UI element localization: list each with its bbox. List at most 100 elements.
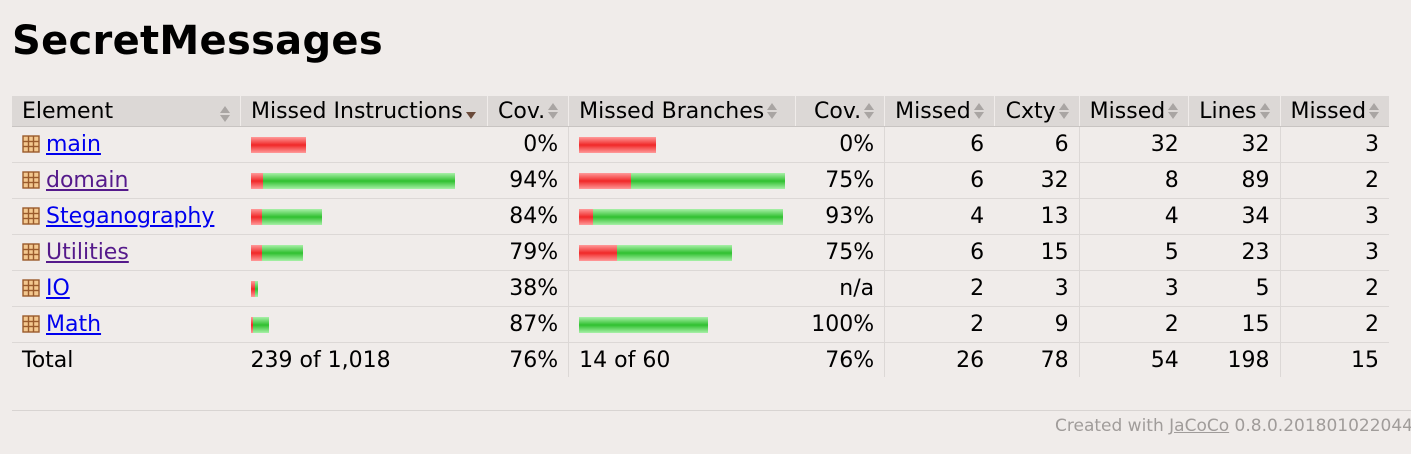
branches-coverage-cell: 100% bbox=[795, 306, 885, 343]
instructions-coverage-bar bbox=[250, 244, 482, 262]
lines-cell: 34 bbox=[1188, 198, 1281, 235]
total-complexity: 78 bbox=[1040, 347, 1069, 373]
missed-complexity-cell: 4 bbox=[884, 198, 995, 235]
instructions-missed-bar bbox=[250, 244, 262, 261]
missed-branches-cell bbox=[568, 126, 796, 163]
column-header-instructions-coverage[interactable]: Cov. bbox=[486, 96, 569, 127]
instructions-coverage-bar bbox=[250, 316, 482, 334]
missed-instructions-cell bbox=[240, 270, 488, 307]
coverage-table: Element Missed Instructions Cov. Missed … bbox=[12, 96, 1390, 377]
branches-missed-bar bbox=[579, 172, 632, 189]
missed-lines-cell: 2 bbox=[1078, 306, 1189, 343]
branches-coverage-cell: 75% bbox=[795, 234, 885, 271]
missed-instructions-cell bbox=[240, 234, 488, 271]
missed-methods-cell: 3 bbox=[1279, 126, 1390, 163]
branches-missed-bar bbox=[579, 208, 594, 225]
missed-lines-cell: 4 bbox=[1078, 198, 1189, 235]
instructions-coverage-bar bbox=[250, 172, 482, 190]
total-missed-methods: 15 bbox=[1279, 342, 1390, 377]
table-row: domain 94% 75% 6 32 8 89 2 bbox=[12, 162, 1390, 199]
column-header-complexity[interactable]: Cxty bbox=[993, 96, 1080, 127]
missed-lines-cell: 3 bbox=[1078, 270, 1189, 307]
package-link[interactable]: Utilities bbox=[46, 240, 129, 265]
complexity-cell: 9 bbox=[994, 306, 1080, 343]
missed-methods-cell: 3 bbox=[1279, 234, 1390, 271]
column-header-missed-methods[interactable]: Missed bbox=[1279, 96, 1390, 127]
lines-cell: 5 bbox=[1188, 270, 1281, 307]
sort-descending-icon bbox=[465, 102, 476, 120]
element-cell: IO bbox=[12, 270, 241, 307]
instructions-covered-bar bbox=[262, 172, 455, 189]
missed-branches-cell bbox=[568, 162, 796, 199]
branches-missed-bar bbox=[579, 136, 657, 153]
instructions-coverage-cell: 38% bbox=[487, 270, 569, 307]
instructions-coverage-bar bbox=[250, 280, 482, 298]
branches-coverage-cell: 93% bbox=[795, 198, 885, 235]
instructions-coverage-bar bbox=[250, 208, 482, 226]
column-header-missed-branches[interactable]: Missed Branches bbox=[568, 96, 796, 127]
column-header-lines[interactable]: Lines bbox=[1188, 96, 1281, 127]
branches-covered-bar bbox=[593, 208, 784, 225]
lines-cell: 15 bbox=[1188, 306, 1281, 343]
sort-icon bbox=[1369, 102, 1380, 120]
missed-complexity-cell: 2 bbox=[884, 270, 995, 307]
instructions-missed-bar bbox=[250, 280, 255, 297]
column-header-missed-lines[interactable]: Missed bbox=[1078, 96, 1189, 127]
branches-coverage-cell: n/a bbox=[795, 270, 885, 307]
missed-complexity-cell: 6 bbox=[884, 126, 995, 163]
missed-instructions-cell bbox=[240, 306, 488, 343]
missed-lines-cell: 8 bbox=[1078, 162, 1189, 199]
jacoco-link[interactable]: JaCoCo bbox=[1169, 416, 1230, 436]
lines-cell: 89 bbox=[1188, 162, 1281, 199]
element-cell: Math bbox=[12, 306, 241, 343]
package-link[interactable]: domain bbox=[46, 168, 129, 193]
package-link[interactable]: Math bbox=[46, 312, 102, 337]
branches-coverage-bar bbox=[579, 316, 790, 334]
branches-coverage-bar bbox=[579, 244, 790, 262]
missed-methods-cell: 2 bbox=[1279, 162, 1390, 199]
missed-lines-cell: 32 bbox=[1078, 126, 1189, 163]
total-missed-lines: 54 bbox=[1078, 342, 1189, 377]
instructions-coverage-cell: 87% bbox=[487, 306, 569, 343]
package-icon bbox=[22, 278, 40, 297]
package-link[interactable]: main bbox=[46, 132, 101, 157]
column-header-missed-instructions[interactable]: Missed Instructions bbox=[240, 96, 488, 127]
branches-coverage-cell: 0% bbox=[795, 126, 885, 163]
sort-icon bbox=[767, 102, 778, 120]
package-link[interactable]: Steganography bbox=[46, 204, 215, 229]
total-label: Total bbox=[22, 347, 74, 373]
missed-branches-cell bbox=[568, 270, 796, 307]
branches-covered-bar bbox=[631, 172, 786, 189]
instructions-missed-bar bbox=[250, 172, 263, 189]
column-header-branches-coverage[interactable]: Cov. bbox=[795, 96, 885, 127]
complexity-cell: 32 bbox=[994, 162, 1080, 199]
missed-methods-cell: 3 bbox=[1279, 198, 1390, 235]
package-icon bbox=[22, 206, 40, 225]
instructions-covered-bar bbox=[254, 280, 258, 297]
branches-covered-bar bbox=[617, 244, 733, 261]
sort-icon bbox=[864, 102, 875, 120]
missed-branches-cell bbox=[568, 234, 796, 271]
table-row: main 0% 0% 6 6 32 32 3 bbox=[12, 126, 1390, 163]
element-cell: main bbox=[12, 126, 241, 163]
table-row: IO 38% n/a 2 3 3 5 2 bbox=[12, 270, 1390, 307]
complexity-cell: 13 bbox=[994, 198, 1080, 235]
instructions-covered-bar bbox=[261, 244, 303, 261]
package-icon bbox=[22, 170, 40, 189]
column-header-element[interactable]: Element bbox=[12, 96, 241, 127]
total-lines: 198 bbox=[1227, 347, 1270, 373]
package-icon bbox=[22, 314, 40, 333]
missed-branches-cell bbox=[568, 198, 796, 235]
package-icon bbox=[22, 242, 40, 261]
package-link[interactable]: IO bbox=[46, 276, 70, 301]
missed-lines-cell: 5 bbox=[1078, 234, 1189, 271]
sort-icon bbox=[220, 105, 230, 123]
total-instructions-coverage: 76% bbox=[509, 347, 559, 373]
missed-instructions-cell bbox=[240, 198, 488, 235]
total-row: Total 239 of 1,018 76% 14 of 60 76% 26 7… bbox=[12, 342, 1390, 377]
complexity-cell: 6 bbox=[994, 126, 1080, 163]
column-header-missed-complexity[interactable]: Missed bbox=[884, 96, 995, 127]
instructions-coverage-cell: 79% bbox=[487, 234, 569, 271]
footer: Created with JaCoCo 0.8.0.201801022044 bbox=[1055, 416, 1411, 436]
page-title: SecretMessages bbox=[12, 18, 383, 64]
